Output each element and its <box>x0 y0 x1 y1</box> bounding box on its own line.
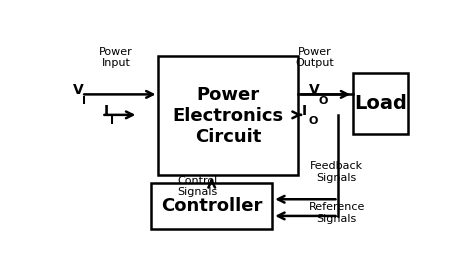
Text: Reference
Signals: Reference Signals <box>309 202 365 224</box>
Text: Power
Input: Power Input <box>100 47 133 68</box>
Text: Power
Output: Power Output <box>295 47 334 68</box>
Bar <box>158 56 298 175</box>
Text: O: O <box>308 116 318 126</box>
Text: Power
Electronics
Circuit: Power Electronics Circuit <box>173 86 284 146</box>
Text: I: I <box>110 116 114 126</box>
Text: I: I <box>301 104 307 118</box>
Text: I: I <box>82 95 86 106</box>
Text: V: V <box>73 83 84 97</box>
Bar <box>151 184 272 228</box>
Text: Load: Load <box>354 94 407 113</box>
Text: Control
Signals: Control Signals <box>177 176 217 197</box>
Text: V: V <box>309 83 320 97</box>
Text: I: I <box>103 104 109 118</box>
Text: Controller: Controller <box>161 197 263 215</box>
Text: Feedback
Signals: Feedback Signals <box>310 161 363 183</box>
Bar <box>353 73 408 134</box>
Text: O: O <box>318 95 328 106</box>
